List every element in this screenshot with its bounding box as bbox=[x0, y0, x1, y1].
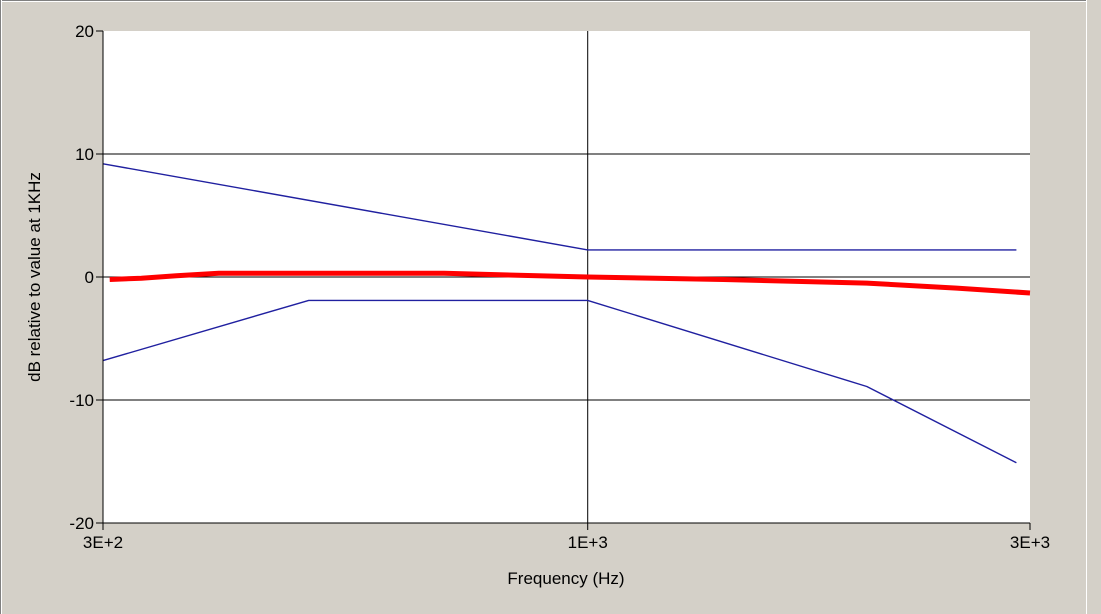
window-right-frame bbox=[1086, 0, 1101, 614]
series-layer bbox=[102, 163, 1031, 464]
y-tick-label: 10 bbox=[75, 145, 94, 164]
x-tick-label: 3E+3 bbox=[1010, 533, 1050, 552]
series-line-upper-limit bbox=[102, 163, 1017, 251]
y-axis-label: dB relative to value at 1KHz bbox=[25, 172, 44, 382]
x-tick-label: 1E+3 bbox=[568, 533, 608, 552]
series-line-lower-limit bbox=[102, 299, 1017, 464]
window-left-edge bbox=[0, 0, 2, 614]
y-tick-label: -10 bbox=[69, 391, 94, 410]
series-line-measured bbox=[109, 270, 1031, 296]
y-tick-label: -20 bbox=[69, 514, 94, 533]
y-tick-label: 0 bbox=[85, 268, 94, 287]
x-tick-label: 3E+2 bbox=[83, 533, 123, 552]
x-axis-label: Frequency (Hz) bbox=[507, 569, 624, 588]
y-tick-label: 20 bbox=[75, 22, 94, 41]
window-top-edge bbox=[0, 0, 1086, 2]
